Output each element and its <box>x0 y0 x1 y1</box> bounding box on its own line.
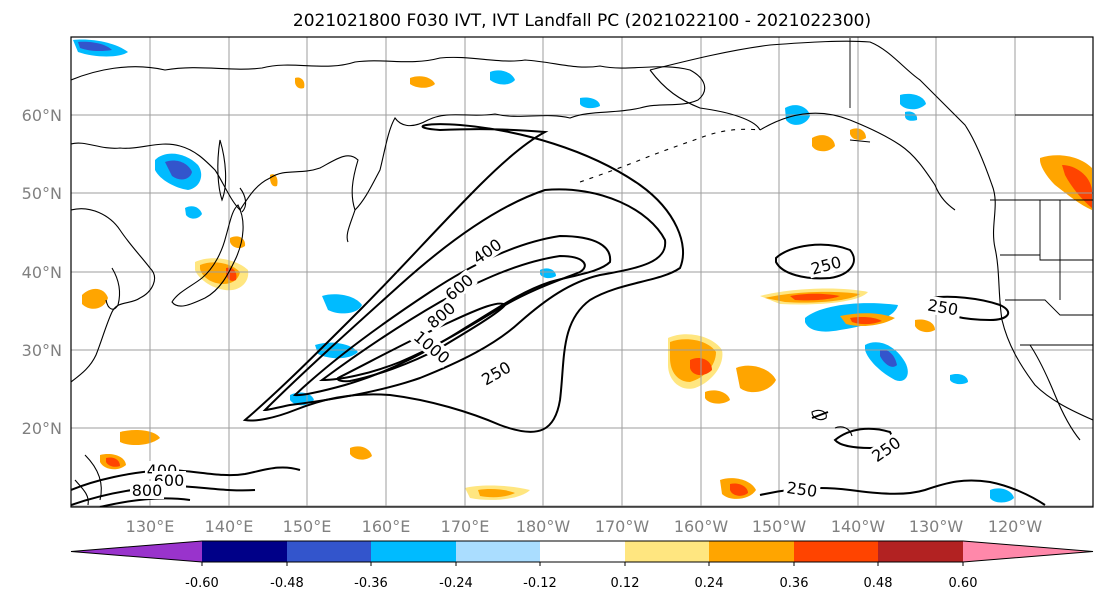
colorbar-segment <box>878 541 963 562</box>
patch-red-south1 <box>730 483 748 496</box>
latitude-labels: 60°N 50°N 40°N 30°N 20°N <box>22 106 62 438</box>
contour-small-east <box>811 411 829 419</box>
colorbar-segment <box>963 541 1093 562</box>
colorbar-tick-label: 0.48 <box>864 576 893 591</box>
contour-label: 250 <box>785 478 818 501</box>
lon-label: 150°W <box>752 517 807 536</box>
patch-orange-hawaii3 <box>705 390 730 404</box>
lon-label: 160°W <box>674 517 729 536</box>
patch-darkblue-ne-sub <box>880 349 897 367</box>
colorbar-tick-label: -0.24 <box>439 576 473 591</box>
patch-orange-rockies <box>1040 155 1092 210</box>
patch-red-sw2 <box>106 457 120 467</box>
patch-blue-arctic2 <box>580 97 600 109</box>
patch-blue-bc <box>900 93 926 110</box>
colorbar-segment <box>287 541 371 562</box>
patch-red-rockies <box>1062 165 1092 208</box>
patch-blue-se <box>990 488 1014 503</box>
ivt-contours <box>71 123 1046 507</box>
patch-orange-small1 <box>295 77 305 89</box>
patch-blue-bc2 <box>905 111 918 121</box>
colorbar-tick-label: 0.36 <box>780 576 809 591</box>
lon-label: 120°W <box>988 517 1043 536</box>
colorbar-tick-label: -0.36 <box>354 576 388 591</box>
political-borders <box>849 38 1093 346</box>
contour-label: 800 <box>132 481 163 500</box>
lon-label: 180°W <box>516 517 571 536</box>
patch-blue-se2 <box>950 373 968 385</box>
lat-label: 50°N <box>22 184 62 203</box>
colorbar-segment <box>71 541 202 562</box>
contour-250-east1 <box>775 243 855 280</box>
lon-label: 170°E <box>441 517 490 536</box>
lat-label: 60°N <box>22 106 62 125</box>
lon-label: 160°E <box>362 517 411 536</box>
contour-800-sw <box>99 497 191 507</box>
patch-orange-kuril <box>230 236 246 249</box>
lon-label: 140°E <box>205 517 254 536</box>
patch-orange-cal <box>915 319 935 333</box>
colorbar-tick-label: 0.12 <box>611 576 640 591</box>
lon-label: 150°E <box>283 517 332 536</box>
contour-400 <box>262 188 667 412</box>
longitude-labels: 130°E 140°E 150°E 160°E 170°E 180°W 170°… <box>126 517 1043 536</box>
colorbar-segment <box>709 541 794 562</box>
patch-orange-south2 <box>478 489 515 498</box>
patch-red-nepac <box>790 293 840 301</box>
lon-label: 140°W <box>831 517 886 536</box>
figure-title: 2021021800 F030 IVT, IVT Landfall PC (20… <box>293 11 871 31</box>
colorbar-tick-label: -0.60 <box>185 576 219 591</box>
colorbar-segment <box>456 541 540 562</box>
lon-label: 130°E <box>126 517 175 536</box>
colorbar-segment <box>371 541 456 562</box>
contour-labels: 400 600 800 1000 250 250 250 250 250 400… <box>130 233 963 501</box>
patch-darkblue-nw <box>78 41 112 52</box>
patch-blue-ar1 <box>322 294 362 314</box>
contour-250-main <box>242 123 685 433</box>
map-frame <box>70 36 1094 508</box>
lat-label: 40°N <box>22 263 62 282</box>
colorbar-tick-label: 0.60 <box>949 576 978 591</box>
contour-400-sw <box>71 466 301 491</box>
contour-800 <box>318 254 586 382</box>
patch-orange-arctic <box>410 76 435 88</box>
patch-darkblue-okhotsk <box>165 160 192 180</box>
patch-orange-korea <box>82 288 108 309</box>
patch-orange-hawaii2 <box>736 365 776 393</box>
patch-blue-ar4 <box>540 268 556 279</box>
patch-orange-south3 <box>350 446 372 460</box>
lon-label: 130°W <box>909 517 964 536</box>
patch-blue-kamchatka <box>185 206 202 219</box>
map-content: 400 600 800 1000 250 250 250 250 250 400… <box>71 37 1093 507</box>
patch-blue-arctic <box>490 70 515 85</box>
colorbar-tick-label: -0.48 <box>270 576 304 591</box>
lon-label: 170°W <box>595 517 650 536</box>
colorbar-tick-label: -0.12 <box>523 576 557 591</box>
colorbar-tick-label: 0.24 <box>695 576 724 591</box>
coastlines <box>71 40 1093 506</box>
colorbar-segment <box>794 541 878 562</box>
patch-orange-alaska <box>812 135 835 152</box>
colorbar-segment <box>540 541 625 562</box>
colorbar-segment <box>625 541 709 562</box>
lat-label: 30°N <box>22 341 62 360</box>
colorbar-tick-labels: -0.60 -0.48 -0.36 -0.24 -0.12 0.12 0.24 … <box>185 576 977 591</box>
lat-label: 20°N <box>22 419 62 438</box>
colorbar-segment <box>202 541 287 562</box>
colorbar <box>70 540 1094 566</box>
